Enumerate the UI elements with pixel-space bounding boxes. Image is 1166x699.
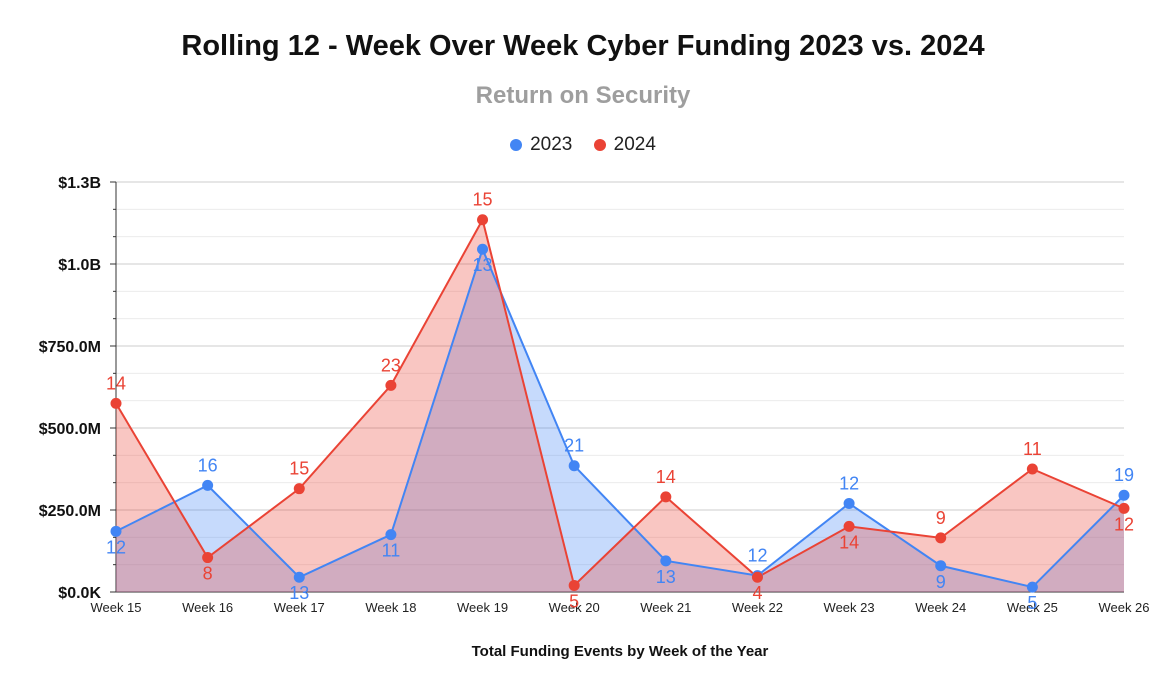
chart-title: Rolling 12 - Week Over Week Cyber Fundin… xyxy=(181,30,985,62)
point-2024 xyxy=(1026,463,1038,475)
data-label-2024: 14 xyxy=(656,467,676,487)
point-2023 xyxy=(1026,581,1038,593)
x-tick-label: Week 18 xyxy=(365,600,416,615)
point-2024 xyxy=(843,520,855,532)
point-2024 xyxy=(202,552,214,564)
data-label-2024: 15 xyxy=(289,459,309,479)
point-2024 xyxy=(293,483,305,495)
area-2023 xyxy=(116,249,1124,593)
data-label-2024: 11 xyxy=(1023,439,1042,459)
point-2024 xyxy=(935,532,947,544)
line-2023 xyxy=(115,246,1125,589)
data-label-2023: 21 xyxy=(564,436,584,456)
data-label-2023: 11 xyxy=(382,541,401,561)
data-label-2023: 19 xyxy=(1114,465,1134,485)
data-label-2023: 13 xyxy=(473,255,493,275)
y-tick-label: $0.0K xyxy=(58,585,101,602)
x-tick-label: Week 23 xyxy=(824,600,875,615)
data-label-2023: 12 xyxy=(839,473,859,493)
y-tick-label: $250.0M xyxy=(39,503,101,520)
x-tick-label: Week 24 xyxy=(915,600,966,615)
area-2024 xyxy=(116,219,1124,592)
point-2023 xyxy=(935,560,947,572)
data-label-2023: 13 xyxy=(656,567,676,587)
chart-subtitle: Return on Security xyxy=(475,82,691,109)
data-label-2024: 14 xyxy=(839,532,859,552)
legend-label-2023: 2023 xyxy=(530,134,573,155)
legend-dot-2023 xyxy=(510,139,523,151)
point-2023 xyxy=(477,243,489,255)
point-2023 xyxy=(293,571,305,583)
data-label-2024: 5 xyxy=(569,591,579,611)
x-tick-label: Week 19 xyxy=(457,600,508,615)
x-axis-title: Total Funding Events by Week of the Year xyxy=(471,643,769,660)
legend-item-2024[interactable]: 2024 xyxy=(593,134,656,156)
point-2024 xyxy=(385,379,397,391)
x-tick-label: Week 17 xyxy=(274,600,325,615)
point-2023 xyxy=(110,525,122,537)
legend-item-2023[interactable]: 2023 xyxy=(510,134,572,156)
y-tick-label: $1.3B xyxy=(58,175,101,192)
point-2024 xyxy=(751,571,763,583)
point-2023 xyxy=(202,479,214,491)
data-label-2024: 23 xyxy=(381,355,401,375)
y-tick-label: $500.0M xyxy=(39,421,101,438)
point-2024 xyxy=(660,491,672,503)
point-2023 xyxy=(1118,489,1130,501)
point-2024 xyxy=(110,397,122,409)
point-2023 xyxy=(385,529,397,541)
data-label-2024: 9 xyxy=(936,508,946,528)
data-label-2024: 8 xyxy=(203,564,213,584)
x-tick-label: Week 20 xyxy=(549,600,600,615)
point-2023 xyxy=(843,497,855,509)
point-2024 xyxy=(1118,502,1130,514)
point-2023 xyxy=(568,460,580,472)
point-2023 xyxy=(660,555,672,567)
data-label-2023: 12 xyxy=(106,537,126,557)
data-label-2023: 12 xyxy=(747,546,767,566)
legend: 2023 2024 xyxy=(0,134,1166,157)
line-2024 xyxy=(115,217,1125,588)
x-tick-label: Week 25 xyxy=(1007,600,1058,615)
y-tick-label: $1.0B xyxy=(58,257,101,274)
y-tick-label: $750.0M xyxy=(39,339,101,356)
point-2024 xyxy=(477,214,489,226)
x-tick-label: Week 15 xyxy=(90,600,141,615)
data-label-2024: 4 xyxy=(752,583,762,603)
data-label-2023: 9 xyxy=(936,572,946,592)
legend-label-2024: 2024 xyxy=(613,134,656,155)
x-tick-label: Week 16 xyxy=(182,600,233,615)
data-label-2024: 15 xyxy=(473,190,493,210)
point-2024 xyxy=(568,579,580,591)
x-tick-label: Week 22 xyxy=(732,600,783,615)
legend-dot-2024 xyxy=(593,139,606,151)
data-label-2023: 5 xyxy=(1027,593,1037,613)
data-label-2023: 16 xyxy=(198,455,218,475)
data-label-2024: 12 xyxy=(1114,514,1134,534)
data-label-2023: 13 xyxy=(289,583,309,603)
x-tick-label: Week 21 xyxy=(640,600,691,615)
x-tick-label: Week 26 xyxy=(1098,600,1149,615)
data-label-2024: 14 xyxy=(106,373,126,393)
